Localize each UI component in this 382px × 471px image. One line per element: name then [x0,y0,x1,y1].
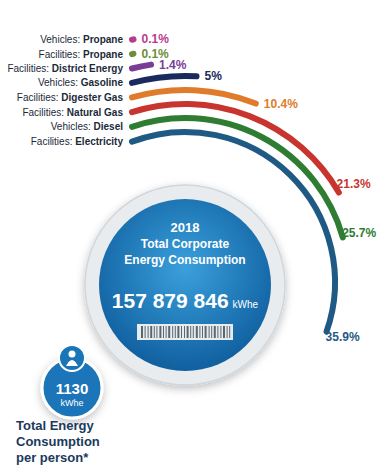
data-label: 5% [204,69,222,83]
data-label: 1.4% [159,58,187,72]
category-name: Propane [83,34,123,45]
barcode-line [154,326,155,338]
category-group: Facilities: [22,107,66,118]
title: Energy Consumption [124,253,245,267]
arcs [132,39,343,331]
per-person-badge: 1130kWhe [42,345,102,418]
category-label: Facilities: Digester Gas [17,92,124,103]
total: 157 879 846 kWhe [112,289,259,312]
barcode-line [202,326,203,338]
category-label: Facilities: District Energy [7,63,123,74]
category-group: Vehicles: [40,34,83,45]
icon-head [69,351,76,358]
barcode-line [148,326,149,338]
data-label: 10.4% [264,97,298,111]
barcode-line [177,326,179,338]
barcode-line [227,326,228,338]
category-name: Digester Gas [61,92,123,103]
barcode-line [156,326,157,338]
arc-bar [132,36,134,42]
barcode-line [150,326,152,338]
barcode-line [163,326,164,338]
per-person-caption: per person* [16,450,89,465]
barcode-line [168,326,170,338]
barcode-line [199,326,200,338]
icon-body [66,360,78,366]
barcode [137,324,233,340]
barcode-line [187,326,189,338]
category-group: Facilities: [31,136,75,147]
category-name: Electricity [75,136,123,147]
title: 2018 [171,220,200,235]
barcode-line [172,326,173,338]
chart: 2018 Total Corporate Energy Consumption 157… [0,0,382,471]
category-label: Facilities: Natural Gas [22,107,123,118]
barcode-line [190,326,191,338]
per-person-caption: Consumption [16,434,100,449]
per-person-value: 1130 [56,380,89,397]
barcode-line [145,326,146,338]
data-label: 35.9% [326,330,360,344]
category-group: Vehicles: [38,77,81,88]
data-label: 21.3% [337,177,371,191]
barcode-line [166,326,167,338]
category-group: Facilities: [17,92,61,103]
total-unit: kWhe [233,299,259,310]
barcode-line [196,326,198,338]
gauge-face [99,199,271,371]
category-label: Vehicles: Propane [40,34,123,45]
data-label: 25.7% [342,226,376,240]
barcode-line [220,326,221,338]
category-name: Natural Gas [67,107,124,118]
icon-circle [59,345,85,371]
barcode-line [181,326,182,338]
barcode-line [193,326,194,338]
barcode-line [141,326,143,338]
arc-bar [132,132,335,332]
gauge-rim [85,185,285,385]
per-person-caption: Total Energy [16,418,95,433]
total-value: 157 879 846 [112,289,229,312]
barcode-line [223,326,225,338]
barcode-bg [137,324,233,340]
category-name: District Energy [52,63,124,74]
category-name: Diesel [94,121,124,132]
category-label: Vehicles: Diesel [51,121,123,132]
arc-bar [132,51,133,57]
barcode-line [217,326,218,338]
category-group: Vehicles: [51,121,94,132]
category-name: Gasoline [81,77,124,88]
arc-bar [132,65,151,69]
category-group: Facilities: [7,63,51,74]
barcode-line [205,326,207,338]
labels: Vehicles: Propane 0.1% Facilities: Propane… [7,32,376,344]
barcode-line [211,326,212,338]
per-person-unit: kWhe [60,398,83,408]
barcode-line [159,326,161,338]
category-label: Facilities: Electricity [31,136,124,147]
data-label: 0.1% [142,32,170,46]
arc-bar [132,76,196,83]
barcode-line [184,326,185,338]
category-group: Facilities: [39,49,83,60]
barcode-line [209,326,210,338]
barcode-line [175,326,176,338]
gauge: 2018 Total Corporate Energy Consumption 157… [85,185,285,385]
category-name: Propane [83,49,123,60]
category-label: Vehicles: Gasoline [38,77,123,88]
barcode-line [229,326,230,338]
title: Total Corporate [141,237,230,251]
category-label: Facilities: Propane [39,49,124,60]
barcode-line [214,326,216,338]
